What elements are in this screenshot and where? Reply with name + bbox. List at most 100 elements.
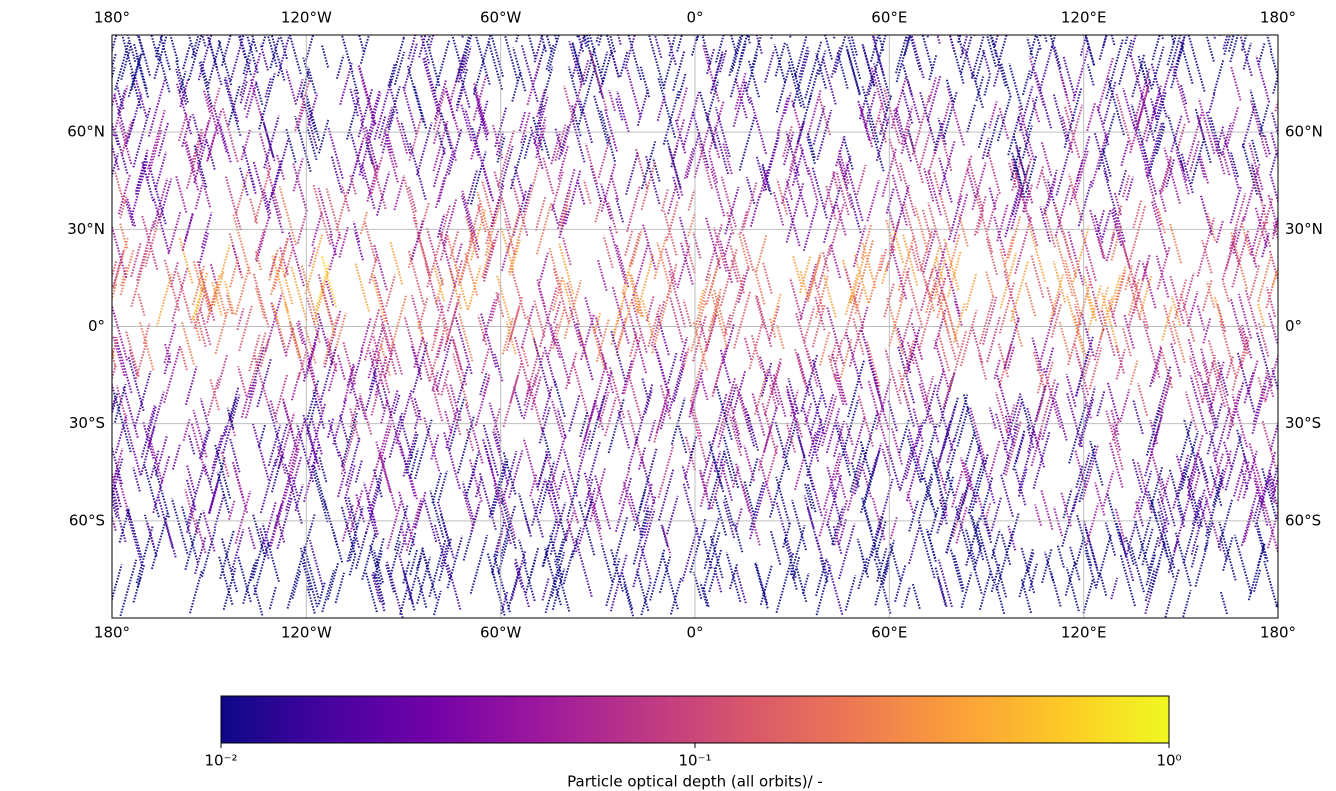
swath-decor — [1122, 175, 1131, 198]
swath-decor — [1229, 35, 1239, 63]
swath-decor — [865, 341, 881, 387]
swath-decor — [819, 556, 829, 583]
swath-decor — [973, 542, 983, 571]
swath-decor — [267, 403, 285, 459]
swath-decor — [893, 108, 903, 138]
swath-decor — [1201, 240, 1213, 274]
swath-decor — [1037, 379, 1056, 439]
swath-decor — [988, 440, 1001, 478]
swath-decor — [403, 315, 422, 375]
swath-decor — [761, 401, 778, 455]
swath-decor — [723, 495, 735, 526]
swath-decor — [1065, 293, 1084, 353]
swath-decor — [383, 129, 392, 154]
axes: 180°180°120°W120°W60°W60°W0°0°60°E60°E12… — [67, 9, 1323, 642]
swath-decor — [816, 109, 833, 161]
swath-decor — [148, 435, 164, 483]
swath-decor — [823, 205, 836, 243]
swath-decor — [200, 529, 217, 578]
swath-decor — [1042, 368, 1062, 428]
swath-decor — [1008, 512, 1020, 548]
swath-decor — [974, 49, 986, 83]
swath-decor — [684, 239, 696, 274]
swath-decor — [900, 106, 914, 145]
swath-decor — [1263, 560, 1278, 607]
swath-decor — [945, 78, 954, 102]
swath-decor — [1085, 291, 1095, 319]
swath-decor — [953, 300, 963, 326]
swath-decor — [707, 288, 722, 332]
swath-decor — [127, 93, 143, 139]
swath-decor — [1081, 444, 1100, 500]
swath-decor — [1239, 325, 1249, 355]
swath-decor — [682, 299, 692, 327]
swath-decor — [800, 354, 819, 412]
swath-decor — [457, 57, 467, 83]
swath-decor — [270, 191, 284, 234]
swath-decor — [653, 235, 668, 280]
swath-decor — [771, 361, 782, 394]
swath-decor — [193, 144, 208, 188]
swath-decor — [279, 35, 288, 60]
swath-decor — [1194, 108, 1212, 163]
swath-decor — [799, 255, 812, 294]
swath-decor — [604, 397, 617, 437]
swath-decor — [1272, 213, 1278, 235]
swath-decor — [326, 562, 340, 600]
swath-decor — [737, 266, 750, 304]
swath-decor — [353, 230, 364, 261]
swath-decor — [1251, 385, 1268, 435]
swath-decor — [290, 265, 308, 321]
swath-decor — [748, 321, 764, 370]
swath-decor — [977, 445, 996, 504]
swath-decor — [1216, 369, 1235, 427]
swath-decor — [749, 483, 767, 540]
swath-decor — [399, 415, 413, 459]
swath-decor — [410, 295, 424, 335]
swath-decor — [971, 327, 984, 364]
swath-decor — [829, 486, 843, 526]
swath-decor — [74, 82, 87, 128]
swath-decor — [712, 393, 728, 443]
swath-decor — [124, 419, 142, 476]
swath-decor — [1050, 35, 1057, 48]
swath-decor — [563, 85, 575, 122]
swath-decor — [609, 35, 616, 53]
swath-decor — [668, 269, 687, 328]
swath-decor — [1132, 399, 1144, 435]
swath-decor — [817, 245, 832, 289]
swath-decor — [323, 310, 342, 368]
swath-decor — [219, 244, 231, 279]
swath-decor — [536, 278, 547, 308]
swath-decor — [1307, 576, 1318, 614]
swath-decor — [236, 555, 252, 603]
swath-decor — [439, 111, 453, 150]
swath-decor — [1207, 92, 1216, 114]
swath-decor — [73, 331, 85, 375]
swath-decor — [1073, 303, 1082, 326]
swath-decor — [1094, 482, 1106, 516]
swath-decor — [252, 514, 266, 558]
swath-decor — [877, 116, 887, 143]
swath-decor — [824, 184, 837, 220]
swath-decor — [454, 316, 473, 375]
swath-decor — [340, 420, 358, 475]
swath-decor — [1226, 105, 1240, 147]
swath-decor — [520, 111, 531, 144]
swath-decor — [1075, 353, 1090, 396]
swath-decor — [216, 354, 229, 389]
swath-decor — [188, 569, 203, 614]
swath-decor — [1205, 35, 1215, 62]
swath-decor — [1300, 540, 1311, 578]
swath-decor — [387, 86, 401, 129]
swath-decor — [1150, 98, 1158, 121]
swath-decor — [1156, 245, 1171, 290]
swath-decor — [193, 140, 208, 184]
swath-decor — [341, 504, 355, 542]
swath-decor — [617, 35, 622, 45]
swath-decor — [871, 442, 883, 476]
swath-decor — [1066, 393, 1084, 448]
swath-decor — [286, 554, 304, 609]
swath-decor — [229, 257, 240, 288]
